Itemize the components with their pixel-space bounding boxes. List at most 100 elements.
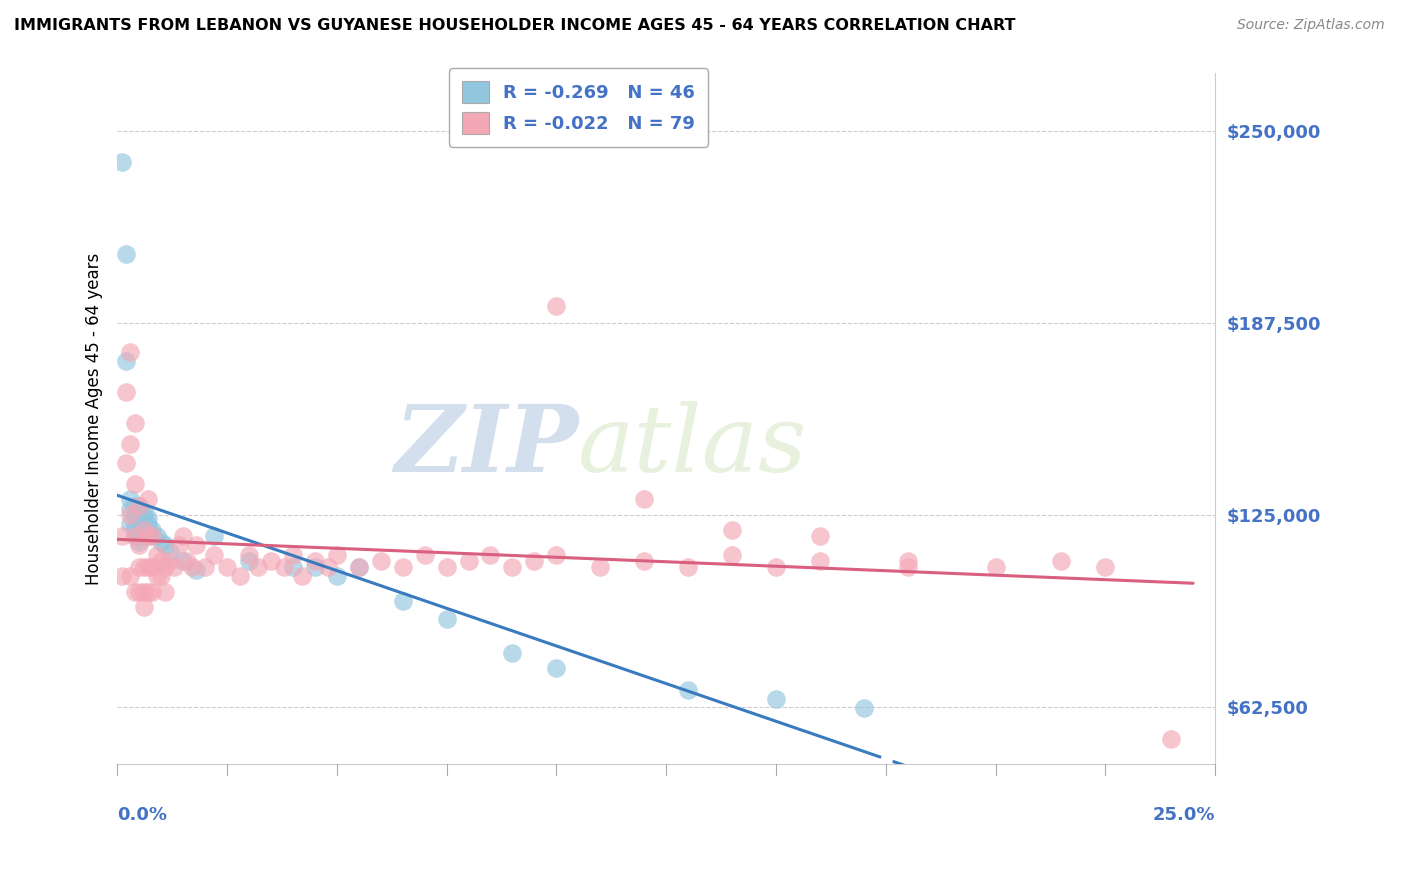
Text: 0.0%: 0.0% (117, 805, 167, 823)
Point (141, 560, 163, 574)
Point (159, 554, 181, 568)
Point (128, 499, 150, 513)
Point (457, 554, 479, 568)
Point (546, 548, 568, 562)
Point (281, 548, 304, 562)
Point (132, 560, 155, 574)
Point (128, 510, 150, 524)
Point (136, 523, 159, 537)
Point (128, 584, 150, 599)
Point (852, 701, 875, 715)
Point (523, 554, 546, 568)
Point (347, 560, 370, 574)
Point (132, 523, 155, 537)
Point (281, 560, 304, 574)
Point (110, 569, 132, 583)
Point (141, 523, 163, 537)
Point (141, 529, 163, 543)
Point (1160, 731, 1182, 746)
Point (145, 529, 167, 543)
Point (897, 560, 920, 574)
Point (479, 548, 502, 562)
Point (124, 584, 146, 599)
Point (150, 554, 173, 568)
Point (501, 646, 523, 660)
Y-axis label: Householder Income Ages 45 - 64 years: Householder Income Ages 45 - 64 years (86, 252, 103, 585)
Point (120, 516, 142, 531)
Point (115, 246, 138, 260)
Point (721, 548, 744, 562)
Point (120, 501, 142, 516)
Point (132, 599, 155, 614)
Point (136, 529, 159, 543)
Point (897, 554, 920, 568)
Point (155, 584, 177, 599)
Point (546, 299, 568, 313)
Point (124, 477, 146, 491)
Point (436, 612, 458, 626)
Point (136, 492, 159, 507)
Legend: R = -0.269   N = 46, R = -0.022   N = 79: R = -0.269 N = 46, R = -0.022 N = 79 (449, 69, 707, 147)
Point (132, 516, 155, 531)
Point (238, 548, 260, 562)
Point (150, 535, 173, 549)
Point (172, 529, 194, 543)
Text: 25.0%: 25.0% (1153, 805, 1215, 823)
Point (721, 523, 744, 537)
Point (115, 384, 138, 399)
Text: IMMIGRANTS FROM LEBANON VS GUYANESE HOUSEHOLDER INCOME AGES 45 - 64 YEARS CORREL: IMMIGRANTS FROM LEBANON VS GUYANESE HOUS… (14, 18, 1015, 33)
Point (172, 554, 194, 568)
Point (633, 492, 655, 507)
Point (124, 516, 146, 531)
Point (391, 560, 413, 574)
Point (124, 508, 146, 522)
Point (110, 529, 132, 543)
Point (326, 548, 349, 562)
Point (159, 544, 181, 558)
Point (676, 682, 699, 697)
Point (155, 560, 177, 574)
Point (145, 548, 167, 562)
Point (132, 584, 155, 599)
Point (128, 505, 150, 519)
Point (676, 560, 699, 574)
Point (115, 456, 138, 470)
Point (155, 538, 177, 552)
Point (128, 535, 150, 549)
Point (546, 661, 568, 675)
Point (132, 510, 155, 524)
Point (501, 560, 523, 574)
Point (370, 554, 392, 568)
Point (808, 529, 831, 543)
Point (1094, 560, 1116, 574)
Point (124, 529, 146, 543)
Point (136, 584, 159, 599)
Point (633, 554, 655, 568)
Point (291, 569, 314, 583)
Point (132, 526, 155, 541)
Point (1050, 554, 1073, 568)
Point (128, 499, 150, 513)
Point (128, 538, 150, 552)
Point (202, 548, 225, 562)
Point (145, 569, 167, 583)
Point (128, 529, 150, 543)
Point (304, 560, 326, 574)
Point (141, 584, 163, 599)
Point (150, 569, 173, 583)
Point (136, 510, 159, 524)
Point (246, 560, 269, 574)
Point (765, 560, 787, 574)
Point (194, 560, 217, 574)
Point (136, 516, 159, 531)
Point (128, 523, 150, 537)
Point (316, 560, 339, 574)
Point (180, 560, 202, 574)
Point (132, 505, 155, 519)
Point (413, 548, 436, 562)
Point (124, 499, 146, 513)
Point (229, 569, 252, 583)
Point (808, 554, 831, 568)
Point (304, 554, 326, 568)
Point (326, 569, 349, 583)
